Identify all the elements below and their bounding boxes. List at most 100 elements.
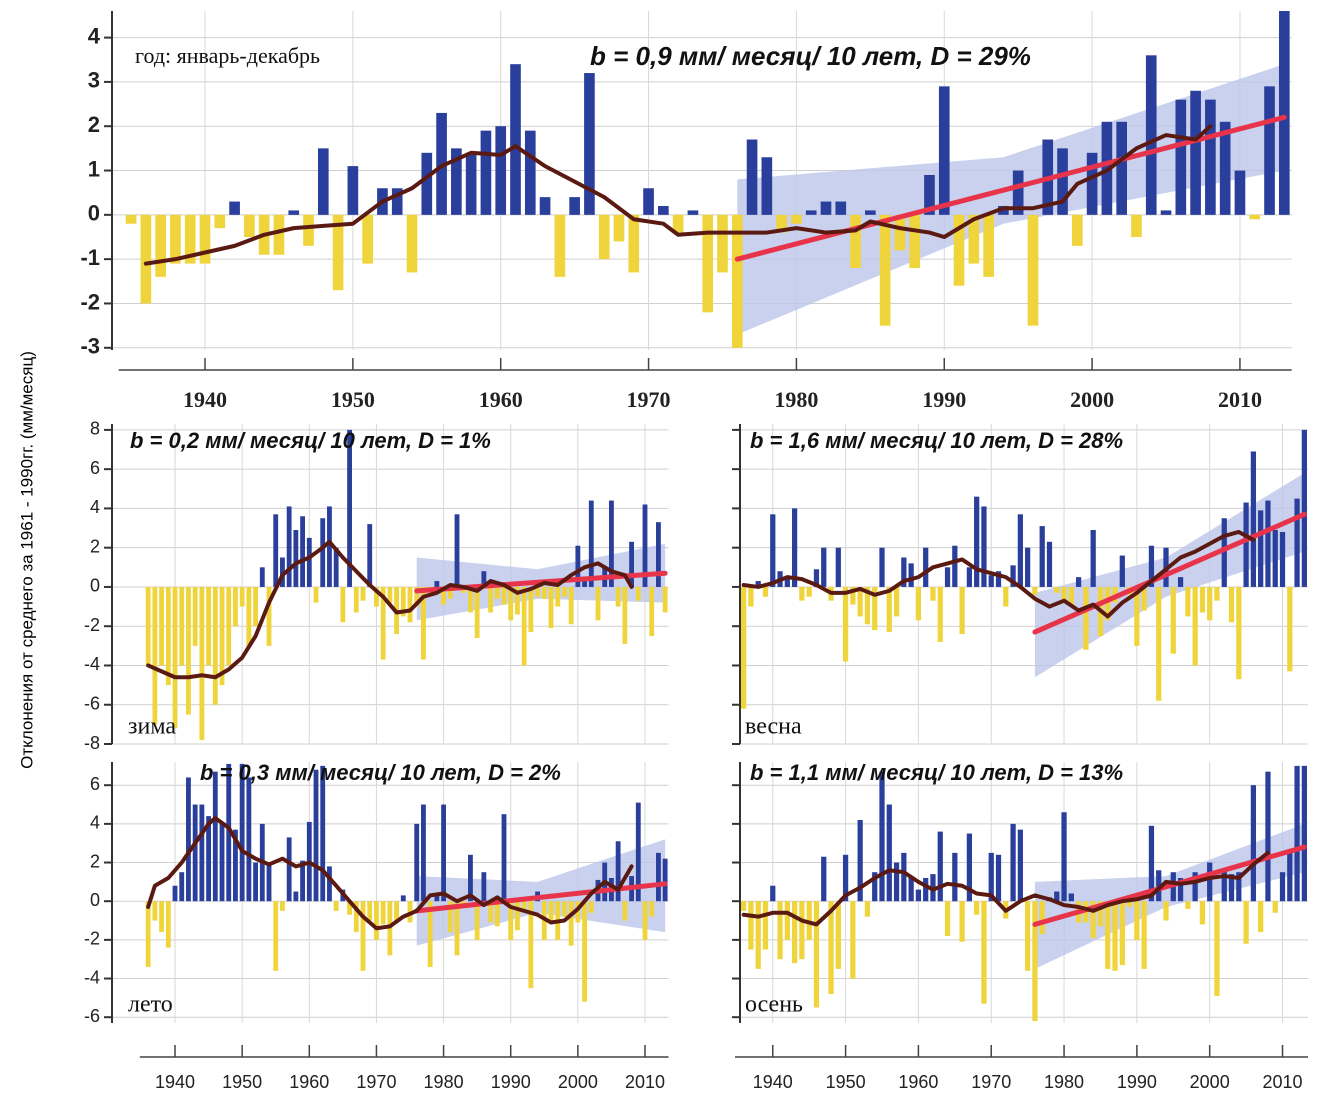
bar xyxy=(548,586,554,629)
panel-label: год: январь-декабрь xyxy=(135,43,320,68)
bar xyxy=(908,563,914,587)
bar xyxy=(374,586,379,607)
bar xyxy=(145,901,151,967)
bar xyxy=(407,586,413,623)
bar xyxy=(806,586,812,597)
bar xyxy=(1131,214,1142,237)
bar xyxy=(1272,530,1278,587)
panel-title: b = 0,3 мм/ месяц/ 10 лет, D = 2% xyxy=(200,760,561,785)
panel-label: зима xyxy=(128,714,176,740)
bar xyxy=(1148,825,1155,902)
bar xyxy=(421,804,426,902)
bar xyxy=(510,64,521,215)
bar xyxy=(1250,785,1257,902)
x-tick-label: 2010 xyxy=(1262,1072,1302,1092)
bar xyxy=(687,210,699,215)
bar xyxy=(656,522,661,587)
panel-title: b = 1,1 мм/ месяц/ 10 лет, D = 13% xyxy=(750,760,1123,785)
bar xyxy=(1061,812,1067,902)
bar xyxy=(1061,586,1067,601)
bar xyxy=(400,895,406,902)
bar xyxy=(1068,586,1074,607)
bar xyxy=(293,891,299,902)
bar xyxy=(983,214,994,277)
confidence-band xyxy=(737,64,1285,335)
bar xyxy=(353,901,359,933)
bar xyxy=(327,866,332,902)
bar xyxy=(347,429,352,587)
bar xyxy=(259,567,265,587)
bar xyxy=(952,852,958,902)
bar xyxy=(741,586,747,709)
x-tick-label: 1960 xyxy=(898,1072,938,1092)
bar xyxy=(253,862,258,902)
bar xyxy=(1105,586,1111,621)
bar xyxy=(186,777,191,902)
bar xyxy=(569,197,580,215)
bar xyxy=(481,571,487,587)
bar xyxy=(400,586,406,617)
bar xyxy=(791,901,798,964)
bar xyxy=(850,901,856,979)
bar xyxy=(229,201,240,215)
trend-line xyxy=(1032,511,1307,635)
bar xyxy=(622,901,628,921)
bar xyxy=(327,506,332,587)
y-tick-label: 3 xyxy=(88,68,100,93)
bar xyxy=(454,514,460,587)
moving-average xyxy=(741,850,1270,927)
bar xyxy=(1192,586,1198,666)
bar xyxy=(480,130,492,215)
bar xyxy=(1249,214,1261,220)
bar xyxy=(886,804,892,902)
bar xyxy=(762,586,769,597)
bar xyxy=(930,586,936,601)
bar xyxy=(239,763,245,902)
trend-line xyxy=(414,881,668,914)
bar xyxy=(865,210,876,215)
bar xyxy=(159,586,165,666)
bar xyxy=(421,152,433,215)
bar xyxy=(702,214,714,313)
bar xyxy=(360,586,366,601)
bar xyxy=(1010,823,1016,902)
y-tick-label: -8 xyxy=(84,733,100,753)
bar xyxy=(799,901,805,960)
bar xyxy=(280,557,285,587)
bar xyxy=(835,901,841,969)
bar xyxy=(1243,502,1249,587)
bar xyxy=(998,205,1009,215)
y-tick-label: -6 xyxy=(84,693,100,713)
bar xyxy=(286,506,292,587)
bar xyxy=(206,586,212,666)
bar xyxy=(1258,901,1264,933)
bar xyxy=(635,586,641,601)
bar xyxy=(320,518,326,587)
bar xyxy=(1156,586,1162,701)
x-tick-label: 1940 xyxy=(753,1072,793,1092)
bar xyxy=(212,586,218,705)
bar xyxy=(1177,878,1184,902)
y-tick-label: 4 xyxy=(90,813,100,833)
bar xyxy=(501,586,507,605)
bar xyxy=(615,841,621,902)
bar xyxy=(613,214,625,242)
panel-title: b = 0,2 мм/ месяц/ 10 лет, D = 1% xyxy=(130,428,491,453)
bar xyxy=(362,214,373,264)
bar xyxy=(1134,586,1140,646)
bar xyxy=(595,586,601,621)
bar xyxy=(246,777,252,902)
x-tick-label: 2000 xyxy=(558,1072,598,1092)
bar xyxy=(1219,121,1231,215)
bar xyxy=(367,524,373,587)
bar xyxy=(791,508,798,587)
bar xyxy=(1054,586,1060,593)
bar xyxy=(762,901,769,950)
bar xyxy=(924,174,935,215)
panel-title: b = 1,6 мм/ месяц/ 10 лет, D = 28% xyxy=(750,428,1123,453)
bar xyxy=(468,586,473,613)
bar xyxy=(508,901,514,940)
bar xyxy=(1141,901,1147,969)
bar xyxy=(447,586,453,599)
bar xyxy=(923,547,929,587)
